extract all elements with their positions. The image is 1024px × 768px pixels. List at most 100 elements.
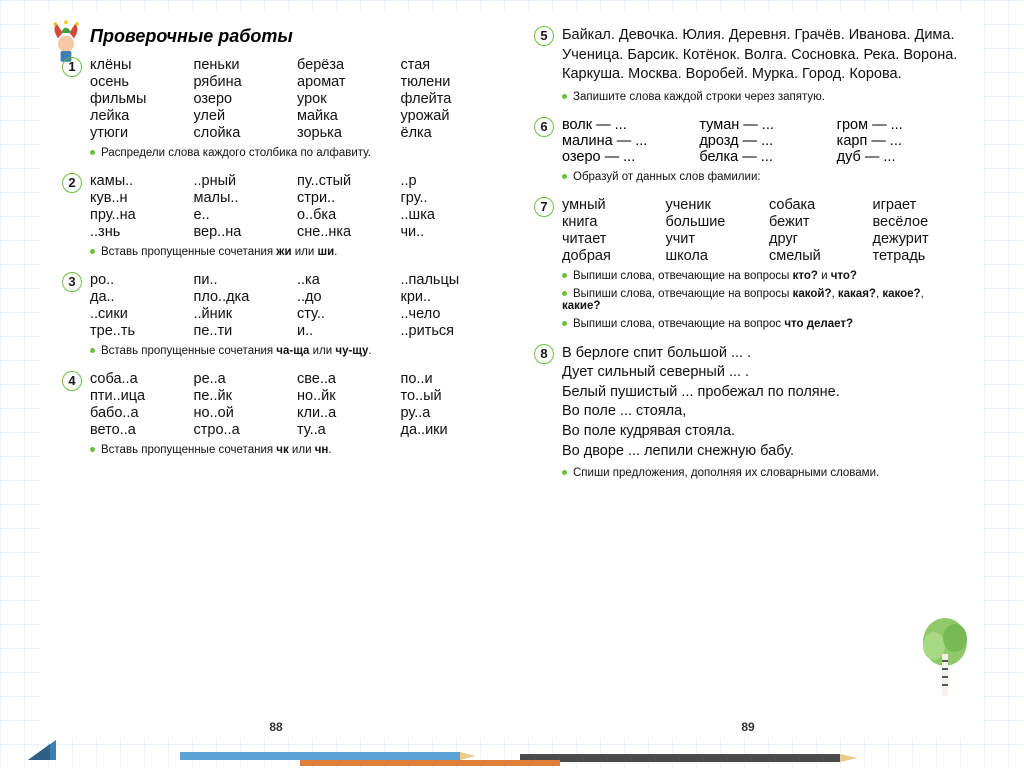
- word-cell: дрозд — ...: [699, 133, 824, 149]
- exercise-number: 6: [534, 117, 554, 137]
- word-cell: ..до: [297, 289, 387, 305]
- word-cell: карп — ...: [837, 133, 962, 149]
- word-cell: тетрадь: [873, 248, 963, 264]
- exercise-1: 1клёныпенькиберёзастаяосеньрябинаароматт…: [62, 57, 490, 159]
- pencil-border-decoration: [0, 742, 1024, 768]
- word-cell: улей: [194, 108, 284, 124]
- word-cell: берёза: [297, 57, 387, 73]
- word-cell: дуб — ...: [837, 149, 962, 165]
- word-cell: ученик: [666, 197, 756, 213]
- instruction-text: Вставь пропущенные сочетания чк или чн.: [90, 444, 490, 456]
- exercise-3: 3ро..пи....ка..пальцыда..пло..дка..докри…: [62, 272, 490, 357]
- word-grid: соба..аре..асве..апо..ипти..ицапе..йкно.…: [90, 371, 490, 438]
- exercise-paragraph: Байкал. Девочка. Юлия. Деревня. Грачёв. …: [562, 26, 962, 85]
- word-cell: смелый: [769, 248, 859, 264]
- exercise-7: 7умныйучениксобакаиграеткнигабольшиебежи…: [534, 197, 962, 330]
- left-page: Проверочные работы 1клёныпенькиберёзаста…: [40, 12, 512, 738]
- birch-tree-image: [920, 618, 970, 698]
- word-cell: ру..а: [401, 405, 491, 421]
- word-cell: стри..: [297, 190, 387, 206]
- exercise-6: 6волк — ...туман — ...гром — ...малина —…: [534, 117, 962, 183]
- word-cell: ..сики: [90, 306, 180, 322]
- word-cell: пу..стый: [297, 173, 387, 189]
- word-cell: пи..: [194, 272, 284, 288]
- word-cell: бежит: [769, 214, 859, 230]
- instruction-text: Распредели слова каждого столбика по алф…: [90, 147, 490, 159]
- word-cell: друг: [769, 231, 859, 247]
- word-cell: тюлени: [401, 74, 491, 90]
- exercise-number: 3: [62, 272, 82, 292]
- word-cell: зорька: [297, 125, 387, 141]
- exercise-2: 2камы....рныйпу..стый..ркув..нмалы..стри…: [62, 173, 490, 258]
- word-cell: ту..а: [297, 422, 387, 438]
- word-cell: све..а: [297, 371, 387, 387]
- word-cell: кли..а: [297, 405, 387, 421]
- word-cell: волк — ...: [562, 117, 687, 133]
- word-cell: но..ой: [194, 405, 284, 421]
- word-cell: гром — ...: [837, 117, 962, 133]
- word-cell: ро..: [90, 272, 180, 288]
- word-cell: урок: [297, 91, 387, 107]
- word-cell: да..ики: [401, 422, 491, 438]
- word-cell: сту..: [297, 306, 387, 322]
- exercise-4: 4соба..аре..асве..апо..ипти..ицапе..йкно…: [62, 371, 490, 456]
- word-cell: ре..а: [194, 371, 284, 387]
- exercise-number: 4: [62, 371, 82, 391]
- page-title: Проверочные работы: [90, 26, 490, 47]
- word-cell: кув..н: [90, 190, 180, 206]
- word-cell: ..рный: [194, 173, 284, 189]
- book-spread: Проверочные работы 1клёныпенькиберёзаста…: [40, 12, 984, 738]
- word-cell: ёлка: [401, 125, 491, 141]
- instruction-text: Вставь пропущенные сочетания ча-ща или ч…: [90, 345, 490, 357]
- word-cell: весёлое: [873, 214, 963, 230]
- exercise-number: 5: [534, 26, 554, 46]
- word-grid: умныйучениксобакаиграеткнигабольшиебежит…: [562, 197, 962, 264]
- instruction-text: Запишите слова каждой строки через запят…: [562, 91, 962, 103]
- word-cell: малина — ...: [562, 133, 687, 149]
- word-cell: собака: [769, 197, 859, 213]
- word-cell: чи..: [401, 224, 491, 240]
- word-cell: пло..дка: [194, 289, 284, 305]
- word-cell: озеро: [194, 91, 284, 107]
- word-cell: да..: [90, 289, 180, 305]
- word-cell: ..знь: [90, 224, 180, 240]
- word-cell: урожай: [401, 108, 491, 124]
- right-page: 5 Байкал. Девочка. Юлия. Деревня. Грачёв.…: [512, 12, 984, 738]
- word-grid: камы....рныйпу..стый..ркув..нмалы..стри.…: [90, 173, 490, 240]
- word-cell: учит: [666, 231, 756, 247]
- word-cell: пе..йк: [194, 388, 284, 404]
- word-cell: и..: [297, 323, 387, 339]
- exercise-number: 8: [534, 344, 554, 364]
- word-cell: осень: [90, 74, 180, 90]
- word-cell: школа: [666, 248, 756, 264]
- word-cell: стро..а: [194, 422, 284, 438]
- instruction-text: Выпиши слова, отвечающие на вопрос что д…: [562, 318, 962, 330]
- word-cell: ..шка: [401, 207, 491, 223]
- page-number-left: 88: [269, 720, 282, 734]
- word-cell: кри..: [401, 289, 491, 305]
- word-cell: ..пальцы: [401, 272, 491, 288]
- word-cell: слойка: [194, 125, 284, 141]
- word-grid: ро..пи....ка..пальцыда..пло..дка..докри.…: [90, 272, 490, 339]
- word-cell: то..ый: [401, 388, 491, 404]
- word-cell: майка: [297, 108, 387, 124]
- word-cell: книга: [562, 214, 652, 230]
- word-cell: но..йк: [297, 388, 387, 404]
- instruction-text: Выпиши слова, отвечающие на вопросы како…: [562, 288, 962, 312]
- word-cell: пеньки: [194, 57, 284, 73]
- dash-row: малина — ... дрозд — ... карп — ...: [562, 133, 962, 149]
- word-cell: добрая: [562, 248, 652, 264]
- exercise-5: 5 Байкал. Девочка. Юлия. Деревня. Грачёв.…: [534, 26, 962, 103]
- dash-row: озеро — ...белка — ...дуб — ...: [562, 149, 962, 165]
- word-cell: е..: [194, 207, 284, 223]
- word-cell: ..р: [401, 173, 491, 189]
- exercise-number: 1: [62, 57, 82, 77]
- word-cell: туман — ...: [699, 117, 824, 133]
- word-cell: бабо..а: [90, 405, 180, 421]
- word-cell: пе..ти: [194, 323, 284, 339]
- word-cell: озеро — ...: [562, 149, 687, 165]
- word-cell: читает: [562, 231, 652, 247]
- word-cell: пру..на: [90, 207, 180, 223]
- word-cell: ..чело: [401, 306, 491, 322]
- word-cell: клёны: [90, 57, 180, 73]
